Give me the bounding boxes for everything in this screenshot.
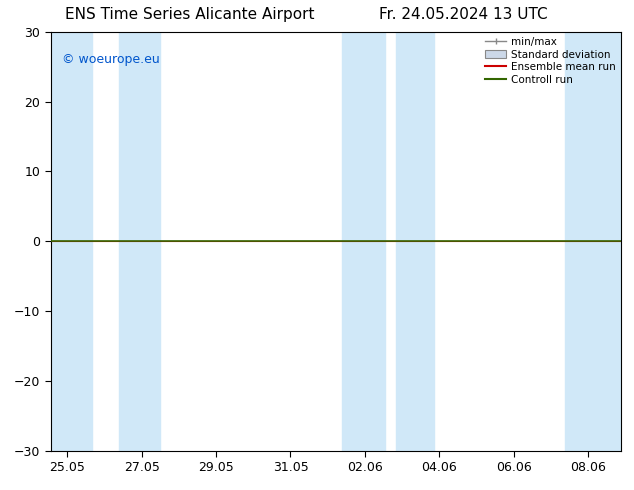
Bar — [396, 32, 434, 451]
Text: Fr. 24.05.2024 13 UTC: Fr. 24.05.2024 13 UTC — [378, 7, 547, 23]
Bar — [565, 32, 621, 451]
Bar — [51, 32, 91, 451]
Bar — [342, 32, 385, 451]
Text: © woeurope.eu: © woeurope.eu — [62, 53, 160, 66]
Bar — [119, 32, 160, 451]
Legend: min/max, Standard deviation, Ensemble mean run, Controll run: min/max, Standard deviation, Ensemble me… — [483, 35, 618, 87]
Text: ENS Time Series Alicante Airport: ENS Time Series Alicante Airport — [65, 7, 315, 23]
